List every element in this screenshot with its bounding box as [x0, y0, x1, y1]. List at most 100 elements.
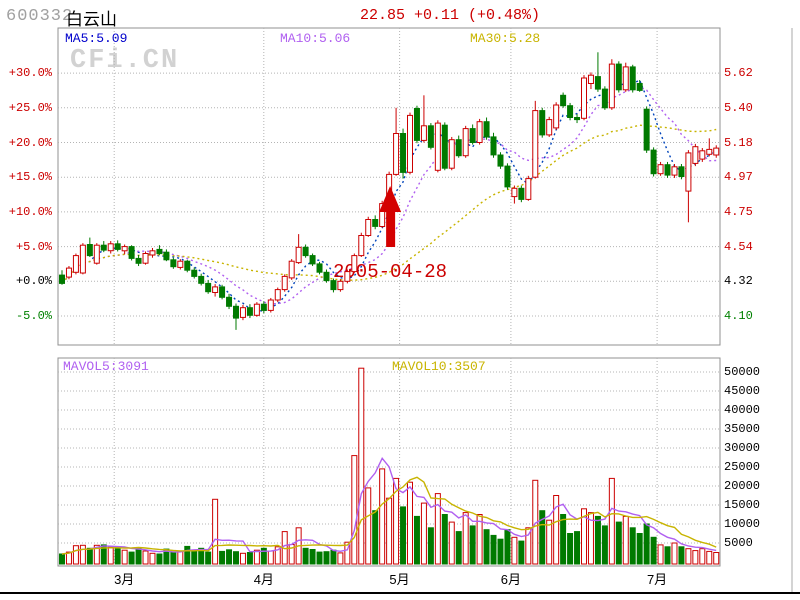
- candle-body: [288, 260, 295, 279]
- candle-body: [281, 275, 288, 291]
- candle-body: [128, 246, 135, 259]
- volume-bar: [65, 551, 72, 565]
- candle-body: [462, 128, 469, 157]
- volume-bar: [351, 455, 358, 565]
- volume-bar: [253, 549, 260, 565]
- volume-bar: [469, 525, 476, 565]
- volume-bar: [135, 547, 142, 565]
- volume-bar: [407, 481, 413, 565]
- watermark-logo: CFi.CN: [70, 46, 180, 76]
- candle-body: [212, 286, 219, 293]
- candle-body: [253, 303, 260, 316]
- volume-bar: [212, 498, 219, 565]
- volume-bar: [205, 551, 212, 565]
- ma10-label: MA10:5.06: [280, 31, 351, 46]
- volume-bar: [393, 477, 400, 565]
- volume-bar: [198, 547, 205, 565]
- volume-bar: [372, 510, 379, 565]
- candle-body: [441, 124, 448, 169]
- volume-bar: [678, 546, 685, 565]
- candle-body: [692, 146, 699, 164]
- volume-bar: [177, 550, 184, 565]
- ma30-line: [61, 124, 717, 284]
- candle-body: [142, 253, 149, 264]
- volume-bar: [358, 367, 365, 565]
- volume-bar: [260, 547, 267, 565]
- candle-body: [309, 255, 316, 265]
- candle-body: [149, 250, 156, 256]
- candle-body: [93, 244, 100, 264]
- volume-bar: [59, 553, 65, 565]
- volume-bar: [608, 477, 615, 565]
- candle-body: [434, 122, 441, 171]
- page-bottom-rule: [0, 592, 800, 594]
- candle-body: [657, 164, 664, 175]
- volume-bar: [699, 548, 706, 565]
- ma30-label: MA30:5.28: [470, 31, 541, 46]
- volume-bar: [525, 527, 532, 565]
- volume-bar: [511, 536, 518, 565]
- candle-body: [72, 255, 79, 273]
- candle-body: [546, 119, 553, 136]
- volume-bar: [671, 542, 678, 565]
- volume-bar: [427, 527, 434, 565]
- candle-body: [198, 275, 205, 284]
- candle-body: [330, 280, 337, 291]
- volume-bar: [72, 545, 79, 565]
- candle-body: [650, 149, 657, 175]
- volume-bar: [594, 515, 601, 565]
- candle-body: [219, 286, 226, 298]
- volume-bar: [114, 547, 121, 565]
- volume-bar: [650, 536, 657, 565]
- volume-bar: [539, 510, 546, 565]
- candle-body: [267, 299, 274, 311]
- volume-bar: [365, 487, 372, 565]
- candle-body: [65, 267, 72, 278]
- candle-body: [344, 271, 351, 282]
- mavol10-line: [61, 476, 717, 555]
- volume-bar: [344, 541, 351, 565]
- volume-bar: [86, 547, 93, 565]
- stock-name: 白云山: [66, 10, 117, 29]
- candle-body: [121, 246, 128, 252]
- candle-body: [490, 136, 497, 156]
- volume-bar: [504, 529, 511, 565]
- volume-bar: [448, 521, 455, 565]
- volume-bar: [434, 493, 441, 565]
- candle-body: [379, 203, 386, 228]
- candle-body: [156, 248, 163, 255]
- candle-body: [539, 110, 546, 136]
- volume-bar: [100, 544, 107, 565]
- candle-body: [560, 94, 567, 107]
- volume-bar: [601, 525, 608, 565]
- annotation-arrow-icon: [379, 186, 402, 247]
- volume-panel-border: [57, 357, 721, 567]
- volume-bar: [629, 527, 636, 565]
- volume-bar: [615, 521, 622, 565]
- candle-body: [302, 246, 309, 257]
- candle-body: [497, 154, 504, 167]
- volume-bar: [226, 549, 233, 565]
- volume-bar: [79, 544, 86, 565]
- candle-body: [427, 125, 434, 148]
- volume-bar: [149, 552, 156, 565]
- volume-bar: [386, 497, 393, 565]
- volume-bar: [128, 551, 135, 565]
- candle-body: [511, 187, 518, 198]
- candle-body: [567, 105, 574, 118]
- candle-body: [184, 260, 191, 271]
- candle-body: [79, 244, 86, 274]
- candle-body: [177, 260, 184, 268]
- volume-bar: [309, 549, 316, 565]
- volume-bar: [316, 551, 323, 565]
- volume-bar: [455, 531, 462, 565]
- candle-body: [574, 117, 581, 121]
- volume-bar: [636, 533, 643, 565]
- candle-body: [469, 128, 476, 144]
- candle-body: [678, 166, 685, 178]
- candle-body: [476, 121, 483, 143]
- candle-body: [114, 243, 121, 250]
- volume-bar: [490, 534, 497, 565]
- candle-body: [295, 246, 302, 264]
